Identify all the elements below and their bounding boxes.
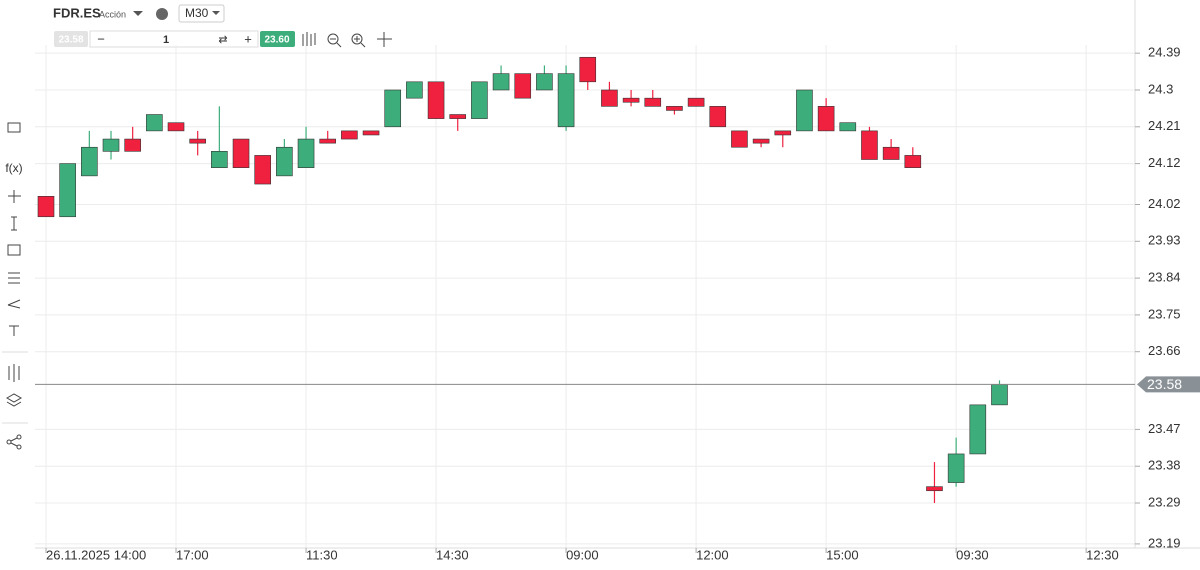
y-tick-label: 24.02 (1148, 196, 1181, 211)
buy-button[interactable] (260, 31, 295, 47)
candle-body (81, 146, 98, 177)
y-tick-label: 23.19 (1148, 535, 1181, 550)
asset-type: Acción (99, 9, 126, 19)
candle-body (427, 81, 445, 119)
fx-icon[interactable]: f(x) (5, 161, 22, 175)
candle-body (579, 56, 597, 83)
grid (35, 45, 1135, 548)
sell-price[interactable]: 23.58 (58, 35, 83, 46)
candle-body (341, 130, 358, 140)
candle-body (882, 146, 900, 160)
candle-body (991, 384, 1008, 406)
quantity-box[interactable] (89, 30, 259, 48)
candle-body (969, 404, 987, 455)
candle-body (384, 89, 402, 128)
candle-body (319, 138, 337, 144)
y-tick-label: 23.75 (1148, 306, 1181, 321)
candle-body (254, 155, 271, 185)
y-tick-label: 24.3 (1148, 81, 1173, 96)
candle-body (406, 81, 423, 99)
candle-body (492, 73, 510, 91)
x-tick-label: 14:30 (436, 547, 469, 562)
candle-body (471, 81, 488, 119)
candle-body (211, 151, 228, 168)
candle-body (37, 196, 55, 218)
y-tick-label: 23.38 (1148, 458, 1181, 473)
x-tick-label: 11:30 (306, 547, 338, 562)
dropdown-arrow (212, 11, 220, 15)
timeframe-box[interactable] (178, 4, 225, 23)
candle-body (601, 89, 618, 107)
y-tick-label: 23.93 (1148, 233, 1181, 248)
candle-body (276, 146, 293, 177)
candle-body (666, 106, 683, 111)
candle-body (514, 73, 532, 99)
y-tick-label: 23.29 (1148, 494, 1181, 509)
buy-price[interactable]: 23.60 (264, 35, 289, 46)
candle-body (146, 114, 163, 132)
candle-body (774, 130, 792, 136)
y-tick-label: 23.66 (1148, 343, 1181, 358)
candle-body (644, 97, 662, 107)
candle-body (536, 73, 553, 91)
symbol[interactable]: FDR.ES (53, 5, 101, 20)
candle-body (796, 89, 813, 132)
candle-body (124, 138, 141, 152)
x-tick-label: 15:00 (826, 547, 859, 562)
candle-body (861, 130, 878, 160)
candle-body (362, 130, 380, 136)
plus[interactable]: + (244, 31, 252, 46)
candle-body (947, 453, 965, 483)
x-tick-label: 09:00 (566, 547, 599, 562)
x-tick-label: 17:00 (176, 547, 209, 562)
dropdown-arrow[interactable] (133, 11, 143, 16)
sell-button[interactable] (54, 31, 88, 47)
candle-body (731, 130, 748, 148)
candle-body (839, 122, 857, 132)
swap-icon[interactable]: ⇄ (218, 34, 227, 46)
candle-body (752, 138, 770, 144)
y-tick-label: 24.21 (1148, 118, 1181, 133)
candle-body (59, 163, 76, 218)
current-price-label: 23.58 (1147, 376, 1182, 392)
candle-body (102, 138, 120, 152)
tool-icons[interactable] (302, 32, 392, 48)
x-tick-label: 12:30 (1086, 547, 1119, 562)
timeframe[interactable]: M30 (185, 6, 209, 20)
candle-body (926, 486, 943, 492)
candle-body (817, 106, 835, 132)
y-tick-label: 24.12 (1148, 155, 1181, 170)
candle-body (622, 97, 640, 103)
candle-body (297, 138, 315, 168)
candle-body (687, 97, 705, 107)
info-icon[interactable] (156, 8, 168, 20)
candle-body (904, 155, 922, 168)
candle-body (557, 73, 575, 128)
y-tick-label: 24.39 (1148, 45, 1181, 60)
candle-body (449, 114, 467, 119)
minus[interactable]: − (97, 31, 105, 46)
quantity[interactable]: 1 (163, 34, 169, 46)
y-tick-label: 23.84 (1148, 270, 1181, 285)
candle-body (232, 138, 250, 168)
candle-body (167, 122, 185, 132)
x-tick-label: 26.11.2025 14:00 (46, 547, 146, 562)
current-price-tag (1137, 376, 1200, 393)
x-tick-label: 12:00 (696, 547, 729, 562)
x-tick-label: 09:30 (956, 547, 989, 562)
candle-body (709, 106, 727, 128)
candle-body (189, 138, 206, 144)
y-tick-label: 23.47 (1148, 421, 1181, 436)
sidebar[interactable] (2, 122, 28, 450)
